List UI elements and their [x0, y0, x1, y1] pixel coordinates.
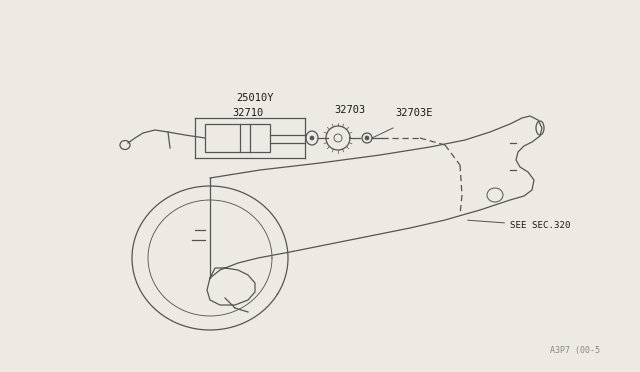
Bar [205, 124, 270, 152]
Text: 32703E: 32703E [395, 108, 433, 118]
Text: 25010Y: 25010Y [236, 93, 274, 103]
Ellipse shape [365, 136, 369, 140]
Text: 32710: 32710 [232, 108, 264, 118]
Text: SEE SEC.320: SEE SEC.320 [468, 220, 570, 230]
Text: 32703: 32703 [334, 105, 365, 115]
Ellipse shape [310, 136, 314, 140]
Text: A3P7 (00-5: A3P7 (00-5 [550, 346, 600, 355]
